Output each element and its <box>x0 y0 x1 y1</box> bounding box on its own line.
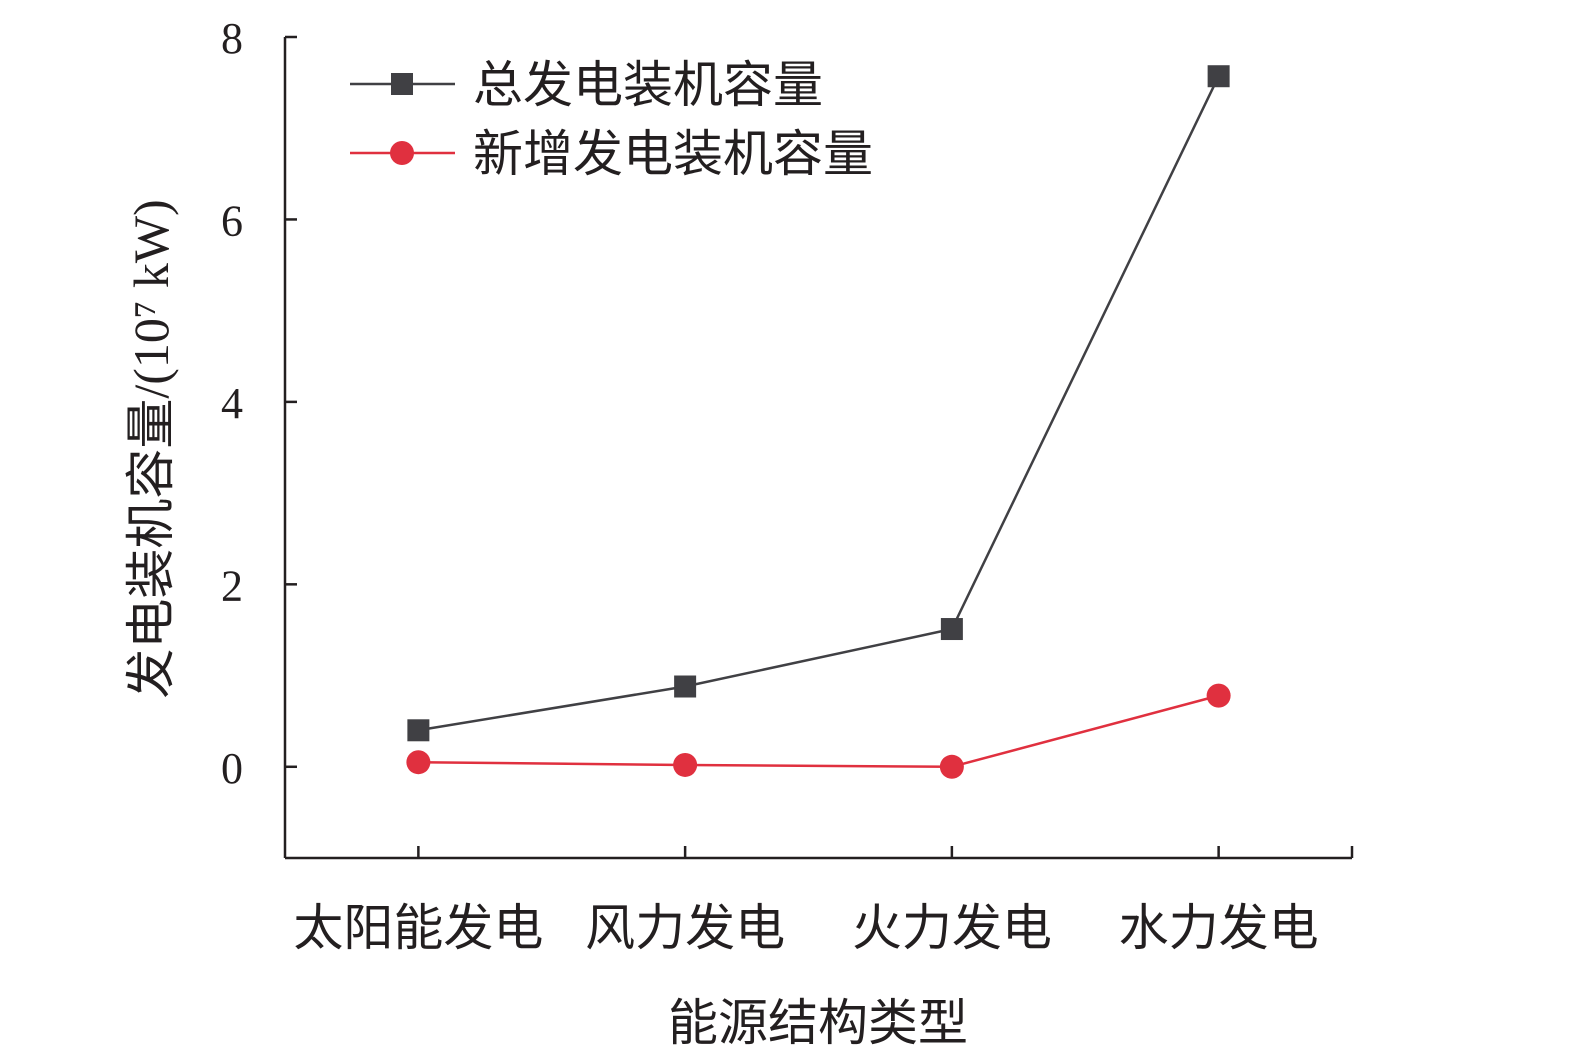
y-axis-title: 发电装机容量/(10⁷ kW) <box>123 199 179 698</box>
data-point-square <box>407 719 430 742</box>
x-axis-ticks: 太阳能发电 风力发电 火力发电 水力发电 <box>293 846 1354 956</box>
y-tick-label: 4 <box>221 379 243 428</box>
series-2 <box>406 683 1231 779</box>
y-tick-label: 0 <box>221 744 243 793</box>
y-tick-label: 6 <box>221 196 243 245</box>
series-line <box>418 75 1220 732</box>
data-point-circle <box>1206 683 1231 708</box>
legend-marker-square <box>391 73 413 95</box>
series-layer <box>406 65 1231 779</box>
x-tick-label: 太阳能发电 <box>293 900 543 956</box>
legend-marker-circle <box>390 141 414 165</box>
x-tick-label: 风力发电 <box>585 900 785 956</box>
data-point-square <box>940 618 963 641</box>
chart-axes <box>283 37 1352 860</box>
y-tick-label: 2 <box>221 561 243 610</box>
legend-item-1: 总发电装机容量 <box>350 57 823 113</box>
data-point-circle <box>939 754 964 779</box>
series-1 <box>407 65 1230 742</box>
x-tick-label: 火力发电 <box>852 900 1052 956</box>
data-point-circle <box>406 750 431 775</box>
series-line <box>418 694 1219 769</box>
data-point-square <box>1207 65 1230 88</box>
data-point-square <box>674 675 697 698</box>
y-axis-ticks: 0 2 4 6 8 <box>221 14 297 793</box>
legend-label: 新增发电装机容量 <box>473 126 873 182</box>
x-tick-label: 水力发电 <box>1119 900 1319 956</box>
legend-label: 总发电装机容量 <box>473 57 823 113</box>
x-axis-title: 能源结构类型 <box>668 995 968 1051</box>
data-point-circle <box>673 752 698 777</box>
legend-item-2: 新增发电装机容量 <box>350 126 873 182</box>
y-tick-label: 8 <box>221 14 243 63</box>
